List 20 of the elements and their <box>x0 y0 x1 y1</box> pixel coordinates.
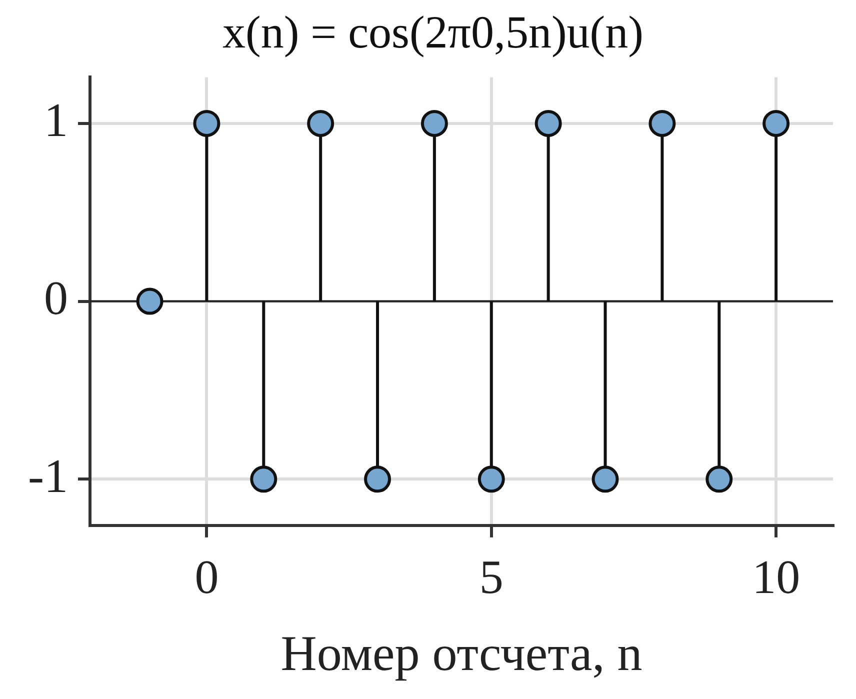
x-tick-label: 5 <box>479 550 504 604</box>
point <box>420 110 448 137</box>
y-tick-label: -1 <box>28 450 68 503</box>
y-tick-label: 0 <box>44 272 68 325</box>
point <box>648 110 676 137</box>
y-tick-label: 1 <box>44 94 68 148</box>
chart-title: x(n) = cos(2π0,5n)u(n) <box>222 6 644 58</box>
point <box>193 110 220 137</box>
point <box>136 288 164 315</box>
point <box>706 466 733 493</box>
point <box>250 466 278 493</box>
x-tick-label: 10 <box>752 550 800 604</box>
x-tick-label: 0 <box>194 550 219 604</box>
point <box>534 110 562 137</box>
point <box>592 466 619 493</box>
x-axis-title: Номер отсчета, n <box>280 625 642 682</box>
point <box>307 110 334 137</box>
point <box>364 466 392 493</box>
point <box>762 110 790 137</box>
point <box>478 466 505 493</box>
